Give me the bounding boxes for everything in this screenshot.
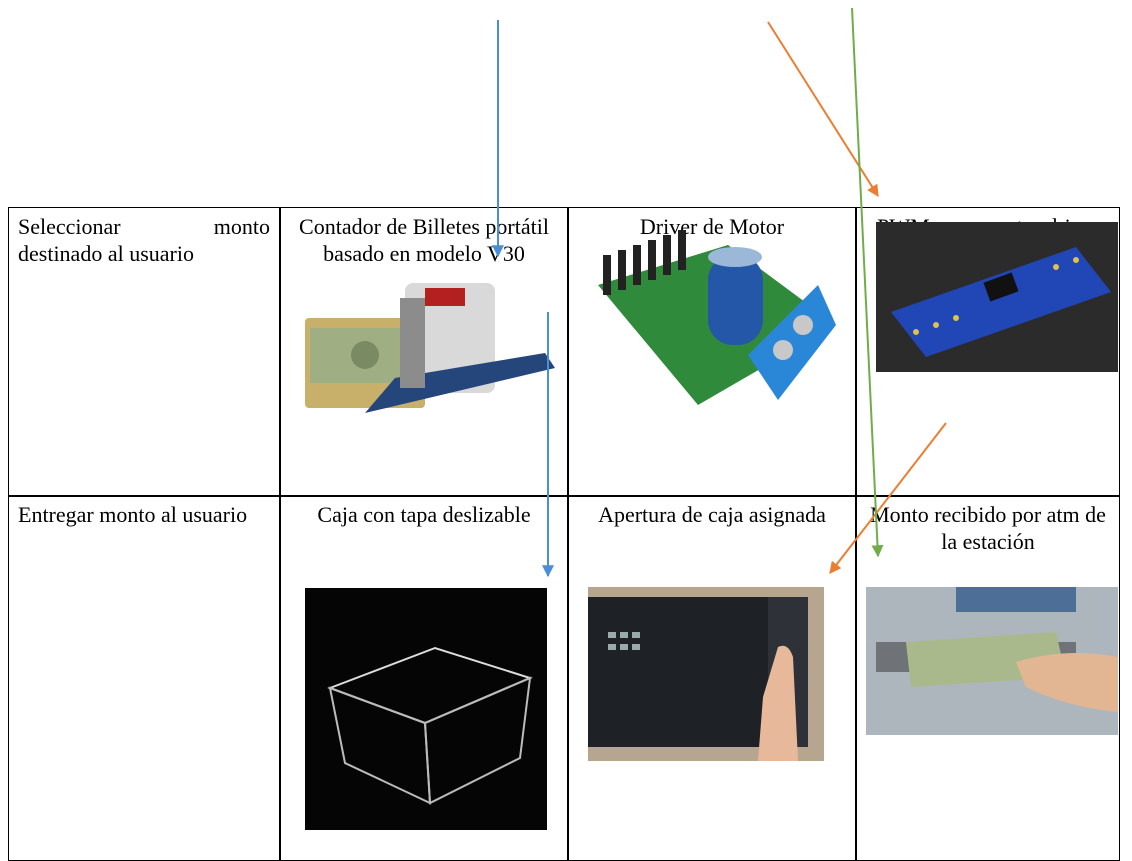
motor-driver-image (598, 230, 836, 405)
safe-image (588, 587, 824, 761)
cell (8, 495, 281, 861)
bill-counter-image (305, 283, 555, 413)
box-image (305, 588, 547, 830)
cell-text: Apertura de caja asignada (598, 502, 826, 527)
cell-text: Caja con tapa deslizable (317, 502, 531, 527)
pwm-board-image (876, 222, 1118, 372)
atm-image (866, 587, 1118, 735)
cell-text: Entregar monto al usuario (18, 502, 248, 527)
cell (279, 207, 569, 497)
cell-text: Contador de Billetes portátil basado en … (299, 214, 549, 266)
cell-text: Seleccionar monto destinado al usuario (18, 214, 270, 266)
cell (8, 207, 281, 497)
cell-text: Driver de Motor (639, 214, 785, 239)
cell-text: Monto recibido por atm de la estación (870, 502, 1106, 554)
arrow (767, 21, 879, 198)
